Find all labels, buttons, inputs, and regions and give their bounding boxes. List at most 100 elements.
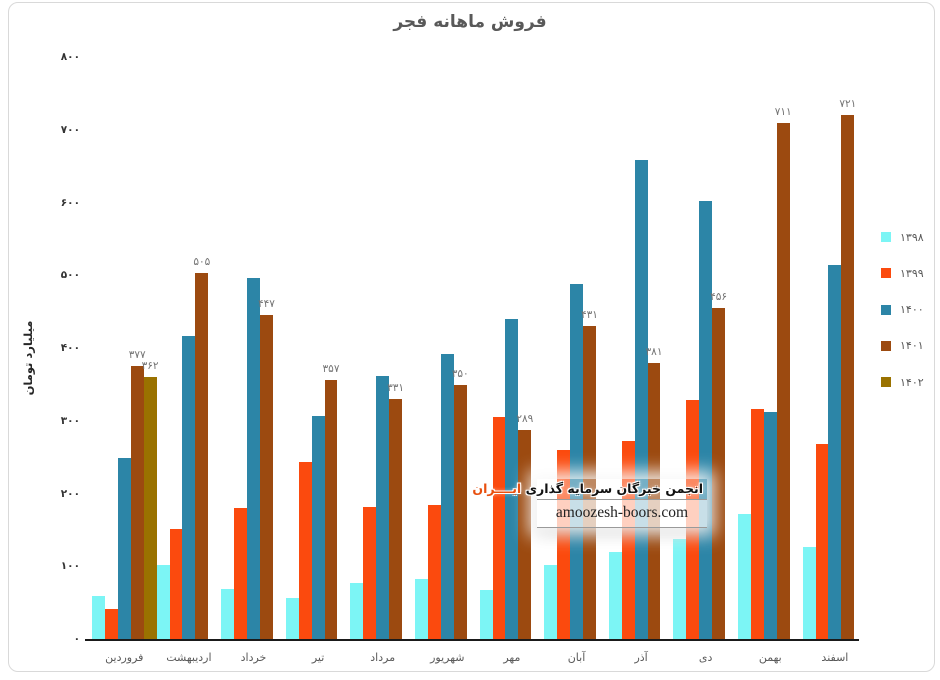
bar: [570, 283, 583, 640]
bar: [776, 122, 790, 640]
bar: [92, 596, 105, 640]
legend-item: ۱۴۰۲: [881, 374, 924, 390]
bar: [608, 551, 622, 640]
bar: [324, 380, 338, 640]
y-tick-label: ۴۰۰: [60, 342, 80, 354]
bar-value-label: ۳۳۱: [387, 382, 405, 395]
bar-value-label: ۳۵۰: [451, 368, 469, 381]
bar: [376, 375, 390, 640]
y-axis-title: میلیارد تومان: [21, 320, 35, 396]
legend-item: ۱۳۹۸: [881, 229, 924, 245]
bar: [479, 589, 493, 640]
legend-item: ۱۴۰۱: [881, 338, 924, 354]
bar: [557, 450, 571, 640]
legend-label: ۱۴۰۰: [900, 303, 924, 317]
watermark-text: انجمن خبرگان سرمایه گذاری ایــــران: [472, 479, 707, 499]
bar: [712, 308, 726, 640]
bar-value-label: ۳۸۱: [645, 345, 663, 358]
bar: [350, 582, 364, 640]
watermark-domain: amoozesh-boors.com: [537, 499, 707, 528]
x-category-label: فروردین: [105, 651, 144, 664]
y-tick-label: ۳۰۰: [60, 414, 80, 427]
bar: [544, 565, 558, 640]
watermark-text-prefix: انجمن خبرگان سرمایه گذاری: [525, 481, 703, 496]
bar-value-label: ۴۳۱: [580, 309, 598, 322]
x-category-label: آبان: [567, 651, 586, 664]
bar: [195, 272, 209, 640]
bar-value-label: ۵۰۵: [193, 255, 211, 268]
bar: [259, 314, 273, 640]
legend-item: ۱۳۹۹: [881, 265, 924, 281]
x-category-label: مرداد: [370, 651, 396, 664]
bar-value-label: ۳۵۷: [322, 363, 340, 376]
bar: [130, 365, 144, 640]
bar: [699, 201, 713, 640]
bar-value-label: ۴۵۶: [710, 291, 728, 304]
x-axis-line: [85, 639, 859, 641]
y-tick-label: ۶۰۰: [60, 196, 80, 209]
bar: [143, 376, 157, 640]
bar: [505, 319, 519, 640]
bar: [104, 608, 118, 640]
bar: [621, 441, 635, 640]
legend-swatch: [881, 377, 891, 388]
chart-title: فروش ماهانه فجر: [393, 12, 547, 32]
bar: [841, 115, 855, 640]
x-category-label: آذر: [634, 651, 648, 664]
bar: [363, 506, 377, 640]
x-category-label: دی: [698, 651, 713, 664]
x-category-label: مهر: [503, 651, 521, 664]
bar: [298, 461, 312, 640]
legend-swatch: [881, 340, 891, 351]
legend-label: ۱۳۹۸: [900, 230, 924, 244]
watermark: انجمن خبرگان سرمایه گذاری ایــــران amoo…: [472, 479, 707, 528]
bar: [234, 508, 248, 640]
y-tick-label: ۷۰۰: [60, 123, 80, 136]
bar: [247, 278, 260, 640]
bar: [311, 415, 325, 640]
bar: [427, 504, 441, 640]
bar: [440, 354, 454, 640]
bar: [763, 412, 777, 640]
legend-swatch: [881, 232, 891, 242]
x-category-label: شهریور: [430, 651, 465, 664]
bar: [156, 565, 170, 640]
bar: [673, 538, 687, 640]
legend-label: ۱۴۰۱: [900, 339, 924, 353]
bar: [518, 429, 532, 640]
bar-value-label: ۷۲۱: [839, 98, 857, 111]
bar: [221, 589, 235, 640]
bar-value-label: ۴۴۷: [257, 297, 275, 310]
x-category-label: تیر: [311, 651, 325, 664]
legend-label: ۱۳۹۹: [900, 266, 924, 280]
legend-swatch: [881, 268, 891, 279]
y-tick-label: ۱۰۰: [60, 560, 80, 573]
legend-swatch: [881, 304, 891, 315]
bar: [117, 458, 131, 640]
bar: [802, 546, 816, 640]
bar-value-label: ۲۸۹: [516, 412, 534, 425]
y-tick-label: ۸۰۰: [60, 51, 80, 63]
bar: [634, 159, 648, 640]
bar: [285, 597, 299, 640]
bar: [492, 417, 506, 640]
bar-value-label: ۳۶۲: [141, 359, 159, 372]
bar: [169, 528, 183, 640]
bar: [453, 385, 467, 640]
y-tick-label: ۵۰۰: [60, 269, 80, 282]
bar: [750, 408, 764, 640]
bar: [815, 443, 829, 640]
bar-value-label: ۷۱۱: [774, 105, 792, 118]
bar: [389, 399, 403, 640]
bar: [582, 326, 596, 640]
legend-item: ۱۴۰۰: [881, 302, 924, 318]
watermark-text-highlight: ایــــران: [472, 481, 522, 496]
x-category-label: اردیبهشت: [166, 651, 212, 664]
y-tick-label: ۰: [73, 633, 80, 645]
bar: [415, 578, 428, 640]
bar-value-label: ۳۷۷: [128, 348, 146, 361]
y-tick-label: ۲۰۰: [60, 487, 80, 500]
x-category-label: اسفند: [821, 651, 849, 664]
x-category-label: خرداد: [240, 651, 267, 664]
